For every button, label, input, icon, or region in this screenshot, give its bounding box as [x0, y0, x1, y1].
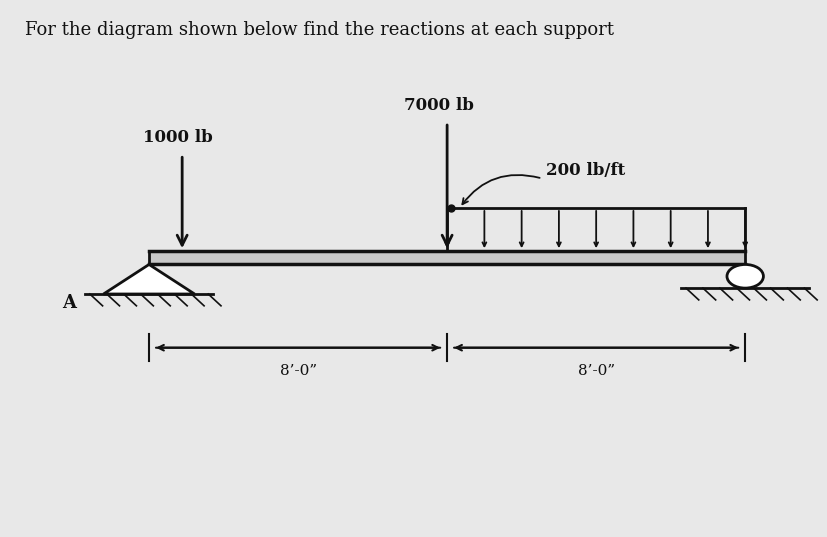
Polygon shape [103, 264, 194, 294]
Text: 8’-0”: 8’-0” [577, 364, 614, 378]
Text: 8’-0”: 8’-0” [280, 364, 316, 378]
Text: 200 lb/ft: 200 lb/ft [546, 162, 625, 179]
Text: A: A [62, 294, 76, 312]
Bar [149, 251, 744, 264]
Text: For the diagram shown below find the reactions at each support: For the diagram shown below find the rea… [25, 21, 613, 40]
Circle shape [726, 264, 762, 288]
Text: 1000 lb: 1000 lb [143, 129, 213, 147]
Text: 7000 lb: 7000 lb [404, 97, 473, 114]
